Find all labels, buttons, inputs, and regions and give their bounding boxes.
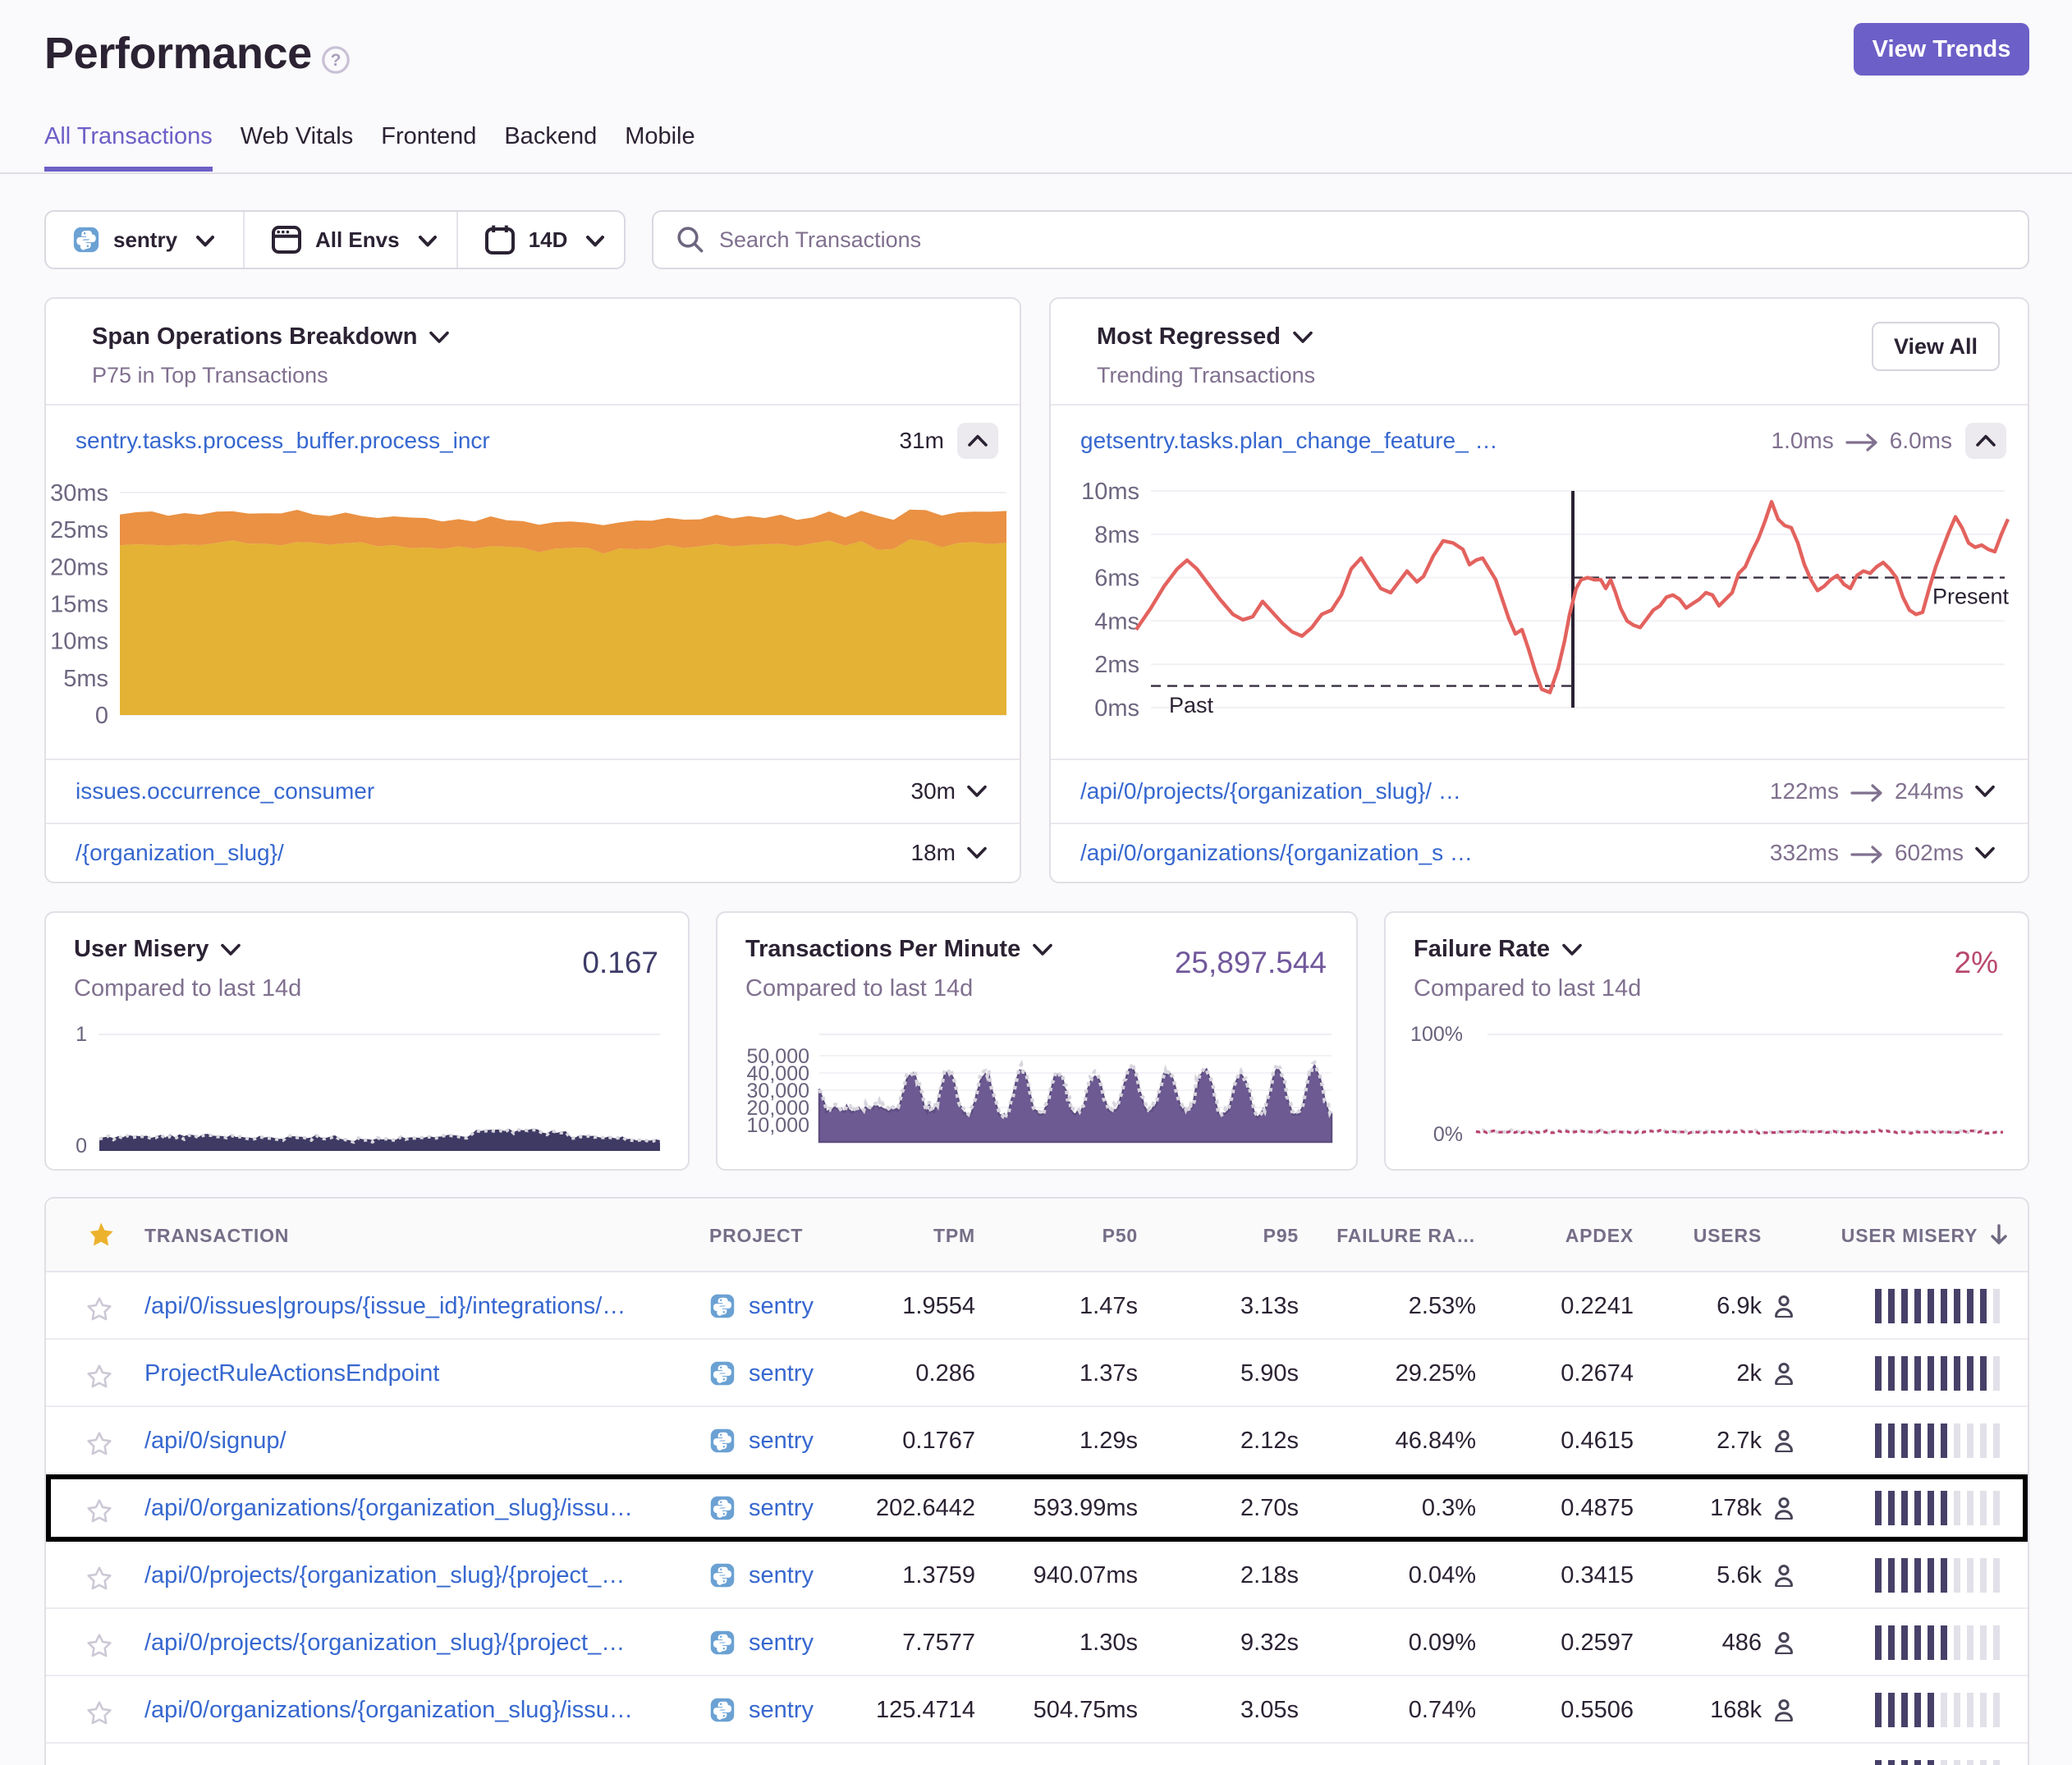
svg-text:10ms: 10ms <box>50 629 108 655</box>
svg-text:0%: 0% <box>1433 1123 1463 1146</box>
svg-text:Present: Present <box>1932 585 2010 609</box>
svg-text:30ms: 30ms <box>50 480 108 507</box>
svg-text:0ms: 0ms <box>1094 695 1139 722</box>
svg-text:40,000: 40,000 <box>747 1062 809 1085</box>
svg-text:10ms: 10ms <box>1081 479 1139 505</box>
svg-text:20ms: 20ms <box>50 554 108 580</box>
svg-text:4ms: 4ms <box>1094 608 1139 635</box>
svg-text:20,000: 20,000 <box>747 1097 809 1120</box>
svg-text:6ms: 6ms <box>1094 566 1139 592</box>
svg-text:2ms: 2ms <box>1094 652 1139 678</box>
svg-text:100%: 100% <box>1410 1023 1463 1046</box>
svg-text:0: 0 <box>95 703 108 729</box>
svg-text:30,000: 30,000 <box>747 1080 809 1103</box>
svg-text:1: 1 <box>76 1023 87 1046</box>
svg-text:50,000: 50,000 <box>747 1045 809 1068</box>
svg-text:25ms: 25ms <box>50 517 108 543</box>
svg-text:8ms: 8ms <box>1094 522 1139 548</box>
svg-text:15ms: 15ms <box>50 591 108 617</box>
svg-text:Past: Past <box>1169 693 1214 717</box>
svg-text:?: ? <box>331 51 342 70</box>
svg-text:5ms: 5ms <box>63 666 108 692</box>
svg-text:0: 0 <box>76 1135 87 1158</box>
svg-text:10,000: 10,000 <box>747 1114 809 1137</box>
